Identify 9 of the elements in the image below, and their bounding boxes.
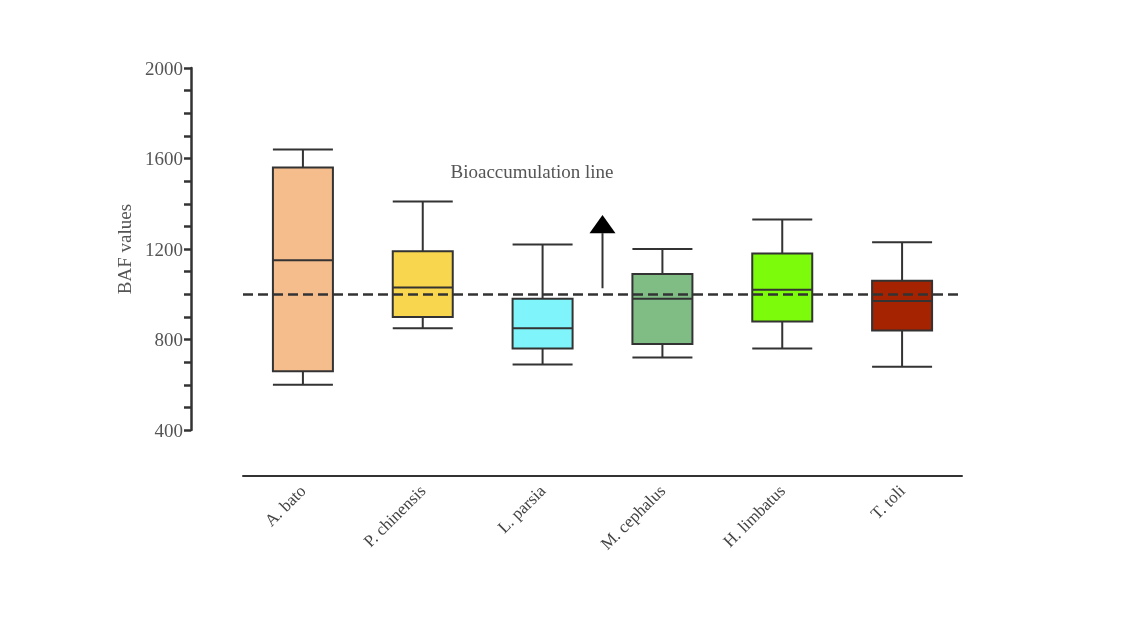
y-tick-label: 1600 <box>145 148 183 169</box>
y-tick-label: 1200 <box>145 238 183 260</box>
y-axis-title: BAF values <box>114 203 136 295</box>
ref-line-label: Bioaccumulation line <box>450 161 614 183</box>
x-tick-label: A. bato <box>260 481 310 531</box>
y-tick-label: 2000 <box>145 57 183 79</box>
x-tick-label: T. toli <box>866 481 909 524</box>
y-tick-label: 800 <box>154 329 183 350</box>
y-tick-label: 400 <box>154 419 183 441</box>
